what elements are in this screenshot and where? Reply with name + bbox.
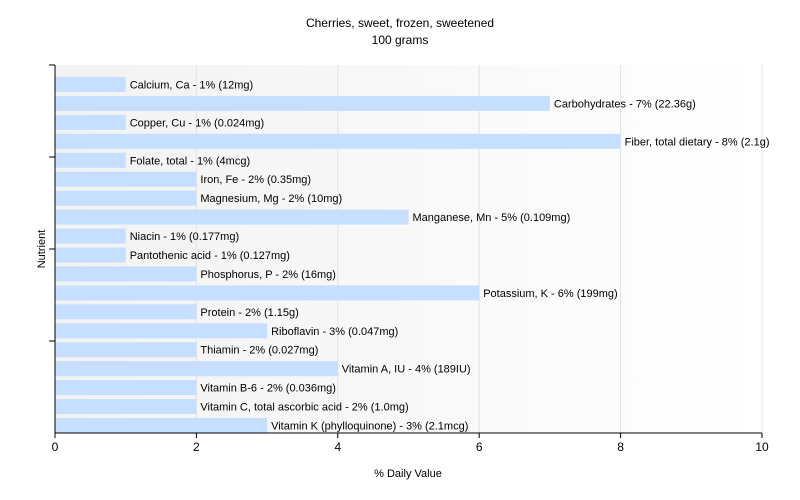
axes (49, 64, 762, 434)
bar (55, 247, 126, 263)
bar (55, 285, 480, 301)
bar-label: Vitamin C, total ascorbic acid - 2% (1.0… (200, 402, 408, 414)
y-axis-label: Nutrient (36, 230, 48, 269)
bar-label: Vitamin B-6 - 2% (0.036mg) (200, 383, 336, 395)
bar-label: Pantothenic acid - 1% (0.127mg) (130, 250, 290, 262)
bar-label: Fiber, total dietary - 8% (2.1g) (625, 136, 770, 148)
bar-labels: Calcium, Ca - 1% (12mg) Carbohydrates - 7… (130, 79, 770, 432)
bar (55, 114, 126, 130)
bar (55, 95, 550, 111)
bar (55, 342, 197, 358)
x-tick-label: 8 (617, 440, 624, 454)
x-tick-label: 6 (476, 440, 483, 454)
bar-label: Potassium, K - 6% (199mg) (483, 288, 618, 300)
x-tick-label: 0 (52, 440, 59, 454)
bar (55, 399, 197, 415)
bar (55, 228, 126, 244)
bar-label: Vitamin A, IU - 4% (189IU) (342, 364, 471, 376)
chart-title: Cherries, sweet, frozen, sweetened (306, 16, 494, 30)
x-tick-labels: 0 2 4 6 8 10 (52, 433, 769, 454)
bar (55, 76, 126, 92)
bar-label: Iron, Fe - 2% (0.35mg) (200, 174, 311, 186)
bar-label: Folate, total - 1% (4mcg) (130, 155, 250, 167)
bar (55, 190, 197, 206)
bar-label: Thiamin - 2% (0.027mg) (200, 345, 318, 357)
bar-label: Vitamin K (phylloquinone) - 3% (2.1mcg) (271, 421, 468, 433)
bar-label: Riboflavin - 3% (0.047mg) (271, 326, 398, 338)
bar-label: Magnesium, Mg - 2% (10mg) (200, 193, 342, 205)
bar (55, 361, 338, 377)
bars (55, 76, 621, 434)
bar (55, 152, 126, 168)
bar (55, 323, 268, 339)
bar (55, 171, 197, 187)
bar (55, 133, 621, 149)
x-tick-label: 10 (755, 440, 769, 454)
bar (55, 380, 197, 396)
bar-label: Niacin - 1% (0.177mg) (130, 231, 239, 243)
bar-label: Protein - 2% (1.15g) (200, 307, 298, 319)
bar-label: Manganese, Mn - 5% (0.109mg) (413, 212, 571, 224)
bar (55, 304, 197, 320)
bar-label: Carbohydrates - 7% (22.36g) (554, 98, 696, 110)
bar-label: Copper, Cu - 1% (0.024mg) (130, 117, 265, 129)
bar-label: Phosphorus, P - 2% (16mg) (200, 269, 336, 281)
x-axis-label: % Daily Value (374, 468, 442, 480)
chart-subtitle: 100 grams (372, 33, 429, 47)
bar (55, 418, 268, 434)
bar (55, 209, 409, 225)
x-tick-label: 2 (193, 440, 200, 454)
x-tick-label: 4 (334, 440, 341, 454)
bar-label: Calcium, Ca - 1% (12mg) (130, 79, 253, 91)
bar (55, 266, 197, 282)
